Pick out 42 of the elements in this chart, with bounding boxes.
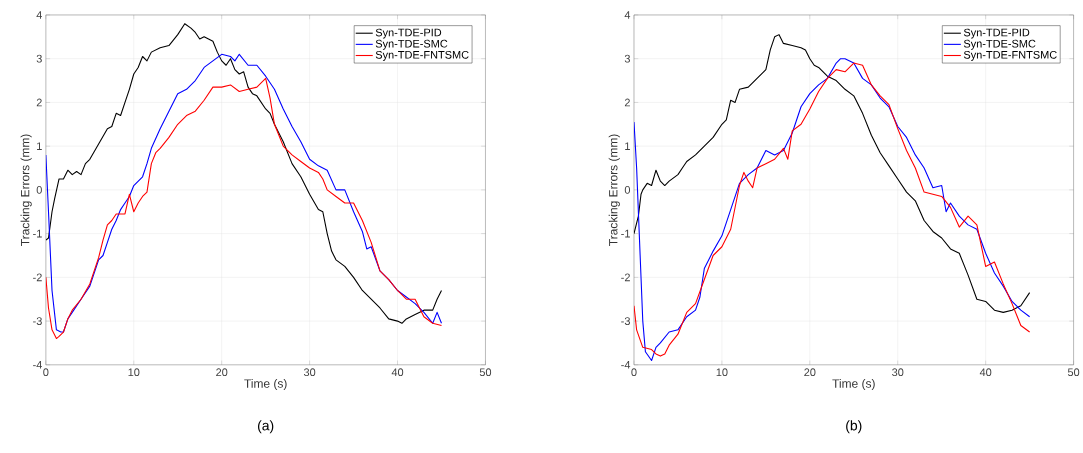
x-tick-label: 50 — [1067, 368, 1080, 377]
x-tick-label: 10 — [716, 368, 728, 377]
text: (b) — [846, 420, 862, 434]
x-tick-label: 50 — [479, 368, 492, 377]
x-axis-title: Time (s) — [244, 379, 287, 391]
y-tick-label: 3 — [36, 55, 42, 63]
y-tick-label: 4 — [624, 11, 631, 19]
x-tick-label: 20 — [216, 368, 228, 377]
x-tick-label: 40 — [391, 368, 404, 377]
y-tick-label: -3 — [621, 317, 630, 326]
y-tick-label: 1 — [37, 142, 42, 151]
y-tick-label: -3 — [33, 317, 42, 326]
y-tick-label: 4 — [36, 11, 43, 19]
y-tick-label: -2 — [33, 273, 42, 282]
legend-label: Syn-TDE-FNTSMC — [375, 51, 469, 62]
legend-label: Syn-TDE-FNTSMC — [963, 51, 1057, 62]
legend-label: Syn-TDE-SMC — [963, 40, 1036, 50]
legend-label: Syn-TDE-PID — [375, 28, 442, 39]
y-tick-label: 0 — [624, 186, 631, 194]
x-tick-label: 0 — [43, 368, 49, 377]
y-tick-label: 0 — [36, 186, 42, 194]
x-tick-label: 0 — [631, 368, 637, 377]
x-tick-label: 10 — [128, 368, 140, 377]
y-tick-label: -4 — [33, 361, 43, 369]
x-axis-title: Time (s) — [832, 379, 875, 391]
y-tick-label: -4 — [621, 361, 631, 369]
y-tick-label: 3 — [624, 55, 630, 63]
x-tick-label: 20 — [804, 368, 816, 377]
y-tick-label: 2 — [36, 98, 42, 107]
y-tick-label: -1 — [621, 230, 630, 238]
y-tick-label: 2 — [624, 98, 630, 107]
x-tick-label: 30 — [303, 368, 316, 377]
legend-label: Syn-TDE-SMC — [375, 40, 448, 50]
y-axis-title: Tracking Errors (mm) — [20, 134, 32, 247]
y-tick-label: -2 — [621, 273, 630, 282]
legend-label: Syn-TDE-PID — [963, 28, 1030, 39]
x-tick-label: 30 — [892, 368, 904, 377]
y-tick-label: 1 — [625, 142, 630, 151]
y-axis-title: Tracking Errors (mm) — [608, 134, 620, 247]
y-tick-label: -1 — [33, 230, 42, 238]
text: (a) — [257, 420, 274, 434]
x-tick-label: 40 — [979, 368, 992, 377]
